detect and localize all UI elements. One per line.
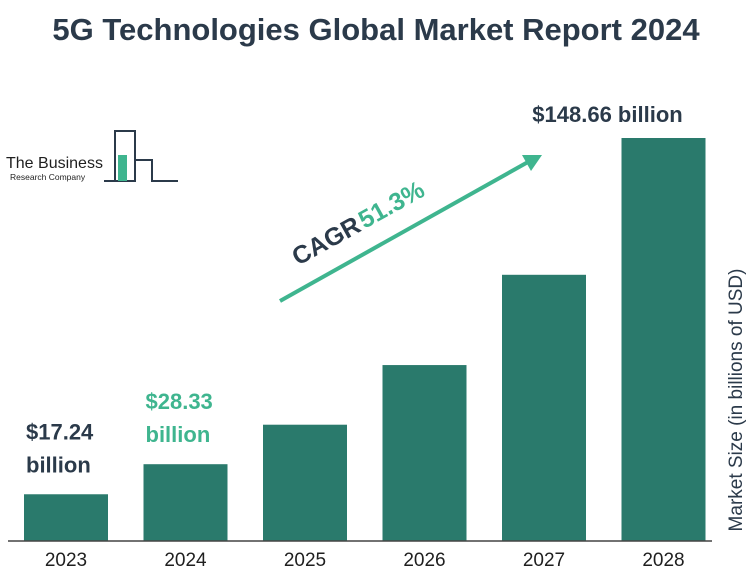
data-label-2028: $148.66 billion — [532, 102, 682, 127]
y-axis-label: Market Size (in billions of USD) — [726, 269, 747, 532]
logo-line1: The Business — [6, 155, 103, 172]
cagr-arrow-line — [279, 160, 529, 303]
x-tick-label: 2024 — [164, 550, 207, 571]
bar-2027 — [502, 274, 586, 541]
bar-2024 — [143, 464, 228, 541]
bar-chart-logo-icon — [104, 130, 178, 182]
company-logo: The Business Research Company — [6, 130, 178, 182]
cagr-label: CAGR — [287, 211, 365, 271]
bar-2026 — [382, 365, 467, 541]
x-tick-label: 2025 — [284, 550, 326, 571]
bar-2028 — [621, 138, 706, 541]
logo-line2: Research Company — [10, 172, 86, 182]
data-label-2024: billion — [146, 422, 211, 447]
bar-series — [24, 138, 706, 541]
chart-title: 5G Technologies Global Market Report 202… — [52, 12, 700, 47]
data-labels: $17.24 billion $28.33 billion $148.66 billio… — [26, 102, 683, 477]
data-label-2023: $17.24 — [26, 419, 94, 444]
x-axis-ticks: 2023 2024 2025 2026 2027 2028 — [45, 550, 685, 571]
x-tick-label: 2026 — [403, 550, 445, 571]
x-tick-label: 2028 — [642, 550, 684, 571]
x-tick-label: 2023 — [45, 550, 87, 571]
data-label-2024: $28.33 — [146, 389, 213, 414]
bar-2023 — [24, 494, 108, 541]
x-tick-label: 2027 — [523, 550, 565, 571]
bar-2025 — [263, 424, 347, 541]
data-label-2023: billion — [26, 452, 91, 477]
cagr-arrowhead-icon — [522, 155, 542, 171]
